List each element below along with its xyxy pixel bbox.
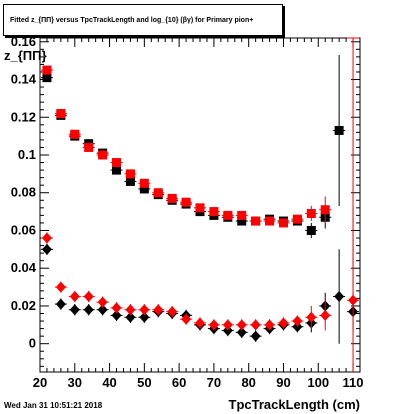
x-tick-label: 30 — [68, 375, 82, 390]
data-point-diamond — [278, 317, 289, 329]
x-tick-label: 80 — [241, 375, 255, 390]
data-point-diamond — [236, 326, 247, 338]
y-tick-label: 0.1 — [18, 147, 36, 162]
data-point-square — [223, 210, 233, 220]
x-tick-label: 70 — [207, 375, 221, 390]
data-point-square — [84, 142, 94, 152]
data-point-diamond — [97, 304, 108, 316]
data-point-diamond — [139, 311, 150, 323]
data-point-diamond — [139, 304, 150, 316]
data-point-diamond — [83, 291, 94, 303]
x-axis-label: TpcTrackLength (cm) — [228, 397, 360, 412]
data-point-square — [334, 125, 344, 135]
data-point-diamond — [208, 319, 219, 331]
y-tick-label: 0.02 — [11, 298, 36, 313]
data-point-square — [181, 197, 191, 207]
x-tick-label: 40 — [102, 375, 116, 390]
data-point-square — [153, 188, 163, 198]
data-point-diamond — [348, 294, 359, 306]
data-point-diamond — [55, 281, 66, 293]
data-point-square — [139, 184, 149, 194]
data-point-square — [195, 203, 205, 213]
data-point-diamond — [167, 306, 178, 318]
data-point-square — [42, 65, 52, 75]
datestamp: Wed Jan 31 10:51:21 2018 — [4, 401, 103, 410]
data-point-square — [139, 178, 149, 188]
data-point-diamond — [264, 319, 275, 331]
data-point-diamond — [125, 304, 136, 316]
x-tick-label: 20 — [33, 375, 47, 390]
data-point-diamond — [334, 291, 345, 303]
data-point-square — [306, 225, 316, 235]
data-point-diamond — [236, 319, 247, 331]
data-point-square — [98, 150, 108, 160]
data-point-diamond — [55, 298, 66, 310]
data-point-square — [278, 218, 288, 228]
data-point-square — [306, 208, 316, 218]
data-point-diamond — [69, 291, 80, 303]
x-tick-label: 60 — [172, 375, 186, 390]
data-point-square — [112, 158, 122, 168]
data-point-diamond — [97, 296, 108, 308]
y-tick-label: 0.08 — [11, 185, 36, 200]
data-point-square — [320, 205, 330, 215]
x-tick-label: 100 — [307, 375, 329, 390]
data-point-square — [237, 210, 247, 220]
data-point-square — [167, 193, 177, 203]
data-point-diamond — [181, 313, 192, 325]
y-axis-label: z_{ΠΠ} — [4, 48, 47, 63]
data-point-square — [125, 169, 135, 179]
data-point-diamond — [125, 311, 136, 323]
data-point-square — [112, 165, 122, 175]
data-point-square — [70, 129, 80, 139]
y-tick-label: 0.04 — [11, 260, 37, 275]
data-point-diamond — [195, 317, 205, 329]
y-tick-label: 0.14 — [11, 72, 37, 87]
x-tick-label: 90 — [276, 375, 290, 390]
data-point-diamond — [292, 315, 303, 327]
data-point-diamond — [306, 311, 317, 323]
data-point-square — [125, 176, 135, 186]
x-tick-label: 50 — [137, 375, 151, 390]
data-point-diamond — [111, 302, 122, 314]
data-point-diamond — [41, 243, 52, 255]
data-point-diamond — [250, 319, 261, 331]
data-point-diamond — [69, 304, 80, 316]
data-point-square — [237, 216, 247, 226]
x-tick-label: 110 — [343, 375, 364, 390]
data-point-square — [265, 216, 275, 226]
data-point-square — [56, 108, 66, 118]
y-tick-label: 0.06 — [11, 222, 36, 237]
data-point-square — [209, 207, 219, 217]
data-point-square — [251, 216, 261, 226]
data-point-square — [42, 73, 52, 83]
data-point-square — [292, 214, 302, 224]
chart-title: Fitted z_{ΠΠ} versus TpcTrackLength and … — [3, 4, 283, 36]
data-point-diamond — [83, 304, 94, 316]
data-point-diamond — [222, 319, 233, 331]
y-tick-label: 0.12 — [11, 109, 36, 124]
y-tick-label: 0.16 — [11, 34, 36, 49]
data-point-diamond — [111, 309, 122, 321]
y-tick-label: 0 — [29, 336, 36, 351]
data-point-diamond — [41, 232, 52, 244]
data-point-diamond — [320, 309, 331, 321]
data-point-diamond — [250, 330, 261, 342]
data-point-diamond — [153, 304, 164, 316]
